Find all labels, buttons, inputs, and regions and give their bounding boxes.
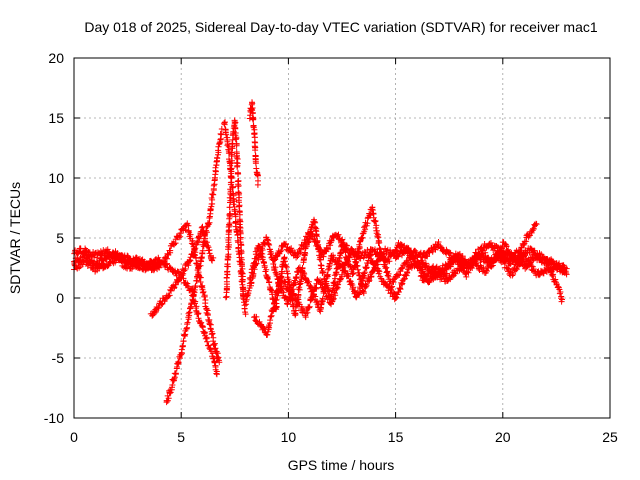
x-tick-label: 20	[495, 429, 511, 445]
gridlines	[74, 58, 610, 418]
chart-title: Day 018 of 2025, Sidereal Day-to-day VTE…	[84, 19, 597, 35]
y-tick-label: 20	[48, 50, 64, 66]
y-tick-label: 10	[48, 170, 64, 186]
x-axis-label: GPS time / hours	[288, 457, 395, 473]
x-tick-label: 5	[177, 429, 185, 445]
y-tick-label: -5	[52, 350, 65, 366]
y-axis-label: SDTVAR / TECUs	[7, 182, 23, 294]
y-tick-labels: -10 -5 0 5 10 15 20	[44, 50, 64, 426]
data-points	[71, 99, 570, 406]
x-tick-label: 0	[70, 429, 78, 445]
y-tick-label: 5	[56, 230, 64, 246]
y-tick-label: -10	[44, 410, 64, 426]
x-tick-label: 15	[388, 429, 404, 445]
x-tick-label: 10	[281, 429, 297, 445]
x-tick-labels: 0 5 10 15 20 25	[70, 429, 618, 445]
y-tick-label: 15	[48, 110, 64, 126]
y-tick-label: 0	[56, 290, 64, 306]
plot-frame	[73, 57, 611, 419]
x-tick-label: 25	[602, 429, 618, 445]
series-markers-mac1	[71, 99, 570, 406]
